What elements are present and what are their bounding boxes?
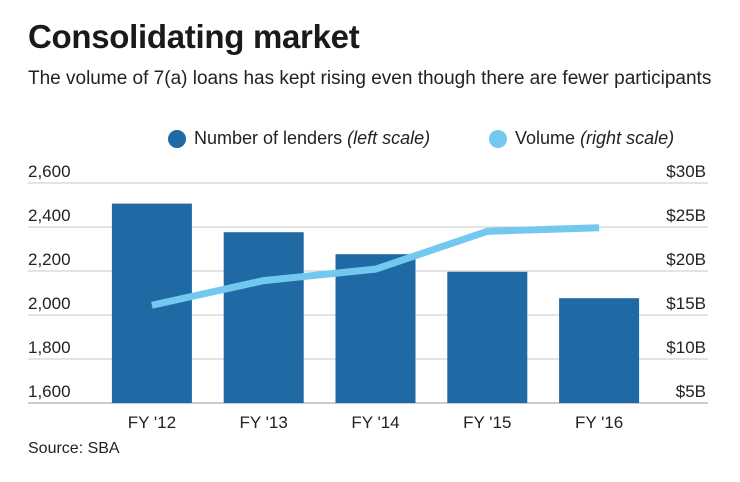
bar-lenders	[559, 298, 640, 403]
axis-ticks: 1,600 $5B 1,800 $10B 2,000 $15B 2,200 $20B 2,400…	[28, 162, 706, 432]
y-right-tick-label: $5B	[676, 382, 706, 401]
legend-label-lenders: Number of lenders (left scale)	[194, 128, 431, 148]
y-right-tick-label: $20B	[666, 250, 706, 269]
legend-item-volume: Volume (right scale)	[489, 128, 674, 149]
y-left-tick-label: 1,800	[28, 338, 71, 357]
x-tick-label: FY '16	[575, 413, 623, 432]
y-right-tick-label: $30B	[666, 162, 706, 181]
x-tick-label: FY '12	[128, 413, 176, 432]
x-tick-label: FY '15	[463, 413, 511, 432]
legend-item-lenders: Number of lenders (left scale)	[168, 128, 430, 149]
legend-label-volume: Volume (right scale)	[515, 128, 675, 148]
y-right-tick-label: $10B	[666, 338, 706, 357]
legend-swatch-volume	[489, 129, 507, 148]
y-left-tick-label: 1,600	[28, 382, 71, 401]
y-left-tick-label: 2,400	[28, 206, 71, 225]
source-note: Source: SBA	[28, 440, 120, 457]
bar-series-lenders	[111, 203, 640, 403]
y-right-tick-label: $15B	[666, 294, 706, 313]
y-right-tick-label: $25B	[666, 206, 706, 225]
y-left-tick-label: 2,200	[28, 250, 71, 269]
y-left-tick-label: 2,600	[28, 162, 71, 181]
x-tick-label: FY '13	[240, 413, 288, 432]
legend: Number of lenders (left scale) Volume (r…	[0, 128, 740, 154]
line-series-volume	[151, 224, 600, 309]
chart-title: Consolidating market	[28, 18, 360, 55]
bar-lenders	[223, 232, 304, 403]
y-left-tick-label: 2,000	[28, 294, 71, 313]
legend-swatch-lenders	[168, 129, 186, 148]
x-tick-label: FY '14	[351, 413, 399, 432]
bar-lenders	[447, 271, 528, 403]
chart-subtitle: The volume of 7(a) loans has kept rising…	[28, 68, 712, 89]
bar-lenders	[335, 254, 416, 403]
